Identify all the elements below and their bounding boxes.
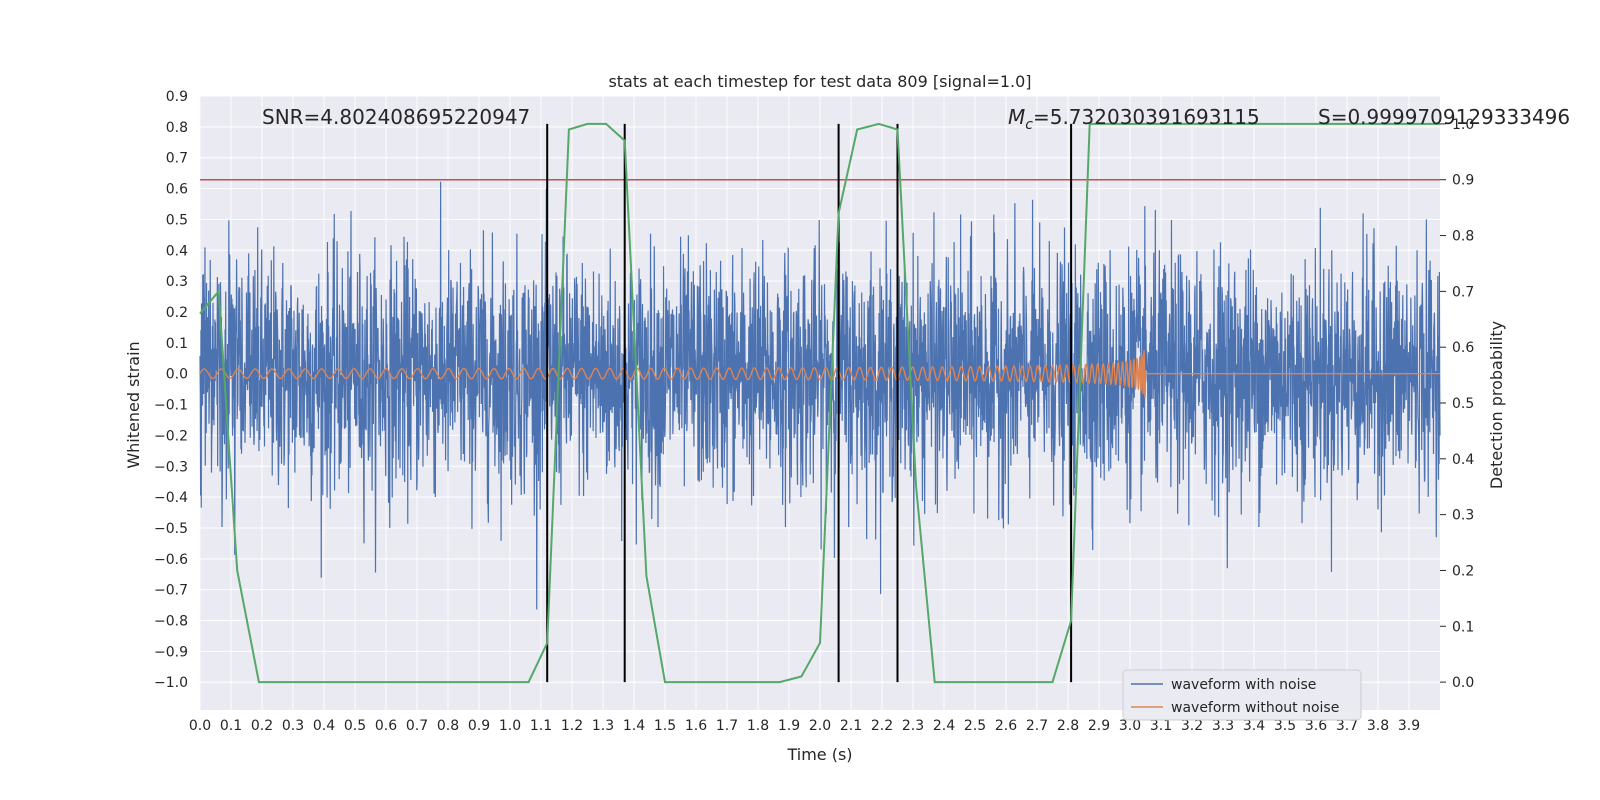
x-tick-label: 2.0 <box>809 718 831 734</box>
x-tick-label: 0.1 <box>220 718 242 734</box>
x-tick-label: 3.7 <box>1336 718 1358 734</box>
y-tick-label: 0.2 <box>166 305 188 321</box>
y-tick-label: −0.7 <box>154 583 188 599</box>
x-tick-label: 0.3 <box>282 718 304 734</box>
x-tick-label: 3.4 <box>1243 718 1265 734</box>
y2-tick-label: 0.6 <box>1452 340 1474 356</box>
y2-tick-label: 0.0 <box>1452 675 1474 691</box>
legend-label-noise: waveform with noise <box>1171 677 1316 693</box>
y-tick-label: −0.3 <box>154 459 188 475</box>
x-tick-label: 1.5 <box>654 718 676 734</box>
chart-title: stats at each timestep for test data 809… <box>608 72 1031 91</box>
legend: waveform with noise waveform without noi… <box>1122 669 1362 721</box>
y2-tick-label: 0.5 <box>1452 396 1474 412</box>
x-tick-label: 3.6 <box>1305 718 1327 734</box>
x-tick-label: 2.7 <box>1026 718 1048 734</box>
y2-tick-label: 0.2 <box>1452 563 1474 579</box>
x-tick-label: 2.1 <box>840 718 862 734</box>
x-tick-label: 0.6 <box>375 718 397 734</box>
x-tick-label: 2.4 <box>933 718 955 734</box>
y-tick-label: 0.7 <box>166 151 188 167</box>
x-tick-label: 2.2 <box>871 718 893 734</box>
x-tick-label: 2.8 <box>1057 718 1079 734</box>
y2-axis-label: Detection probability <box>1487 321 1506 489</box>
chirp-mass-annotation: Mc=5.732030391693115 <box>1008 105 1260 133</box>
x-axis-ticks: 0.0 0.1 0.2 0.3 0.4 0.5 0.6 0.7 0.8 0.9 1.0 1.1 1.2 1… <box>189 718 1420 734</box>
x-tick-label: 2.6 <box>995 718 1017 734</box>
x-tick-label: 3.8 <box>1367 718 1389 734</box>
x-tick-label: 0.0 <box>189 718 211 734</box>
y2-tick-label: 1.0 <box>1452 117 1474 133</box>
y-tick-label: −0.9 <box>154 644 188 660</box>
snr-annotation: SNR=4.802408695220947 <box>262 105 530 129</box>
chirp-mass-value: =5.732030391693115 <box>1033 105 1260 129</box>
y2-tick-label: 0.3 <box>1452 508 1474 524</box>
noise-waveform-line <box>199 181 1441 610</box>
y-tick-label: −0.4 <box>154 490 188 506</box>
x-tick-label: 0.8 <box>437 718 459 734</box>
x-tick-label: 0.2 <box>251 718 273 734</box>
y-tick-label: −0.2 <box>154 428 188 444</box>
y2-axis-ticks: 0.0 0.1 0.2 0.3 0.4 0.5 0.6 0.7 0.8 0.9 1.0 <box>1440 117 1474 691</box>
y-tick-label: 0.0 <box>166 367 188 383</box>
y-tick-label: −0.8 <box>154 614 188 630</box>
y-tick-label: −0.1 <box>154 398 188 414</box>
statistic-annotation: S=0.9999709129333496 <box>1318 105 1570 129</box>
y2-tick-label: 0.4 <box>1452 452 1474 468</box>
x-tick-label: 1.7 <box>716 718 738 734</box>
x-tick-label: 3.1 <box>1150 718 1172 734</box>
x-tick-label: 2.5 <box>964 718 986 734</box>
x-tick-label: 3.2 <box>1181 718 1203 734</box>
y-tick-label: −0.6 <box>154 552 188 568</box>
y2-tick-label: 0.7 <box>1452 284 1474 300</box>
y-tick-label: 0.3 <box>166 274 188 290</box>
x-tick-label: 0.9 <box>468 718 490 734</box>
y2-tick-label: 0.9 <box>1452 173 1474 189</box>
x-tick-label: 3.9 <box>1398 718 1420 734</box>
x-tick-label: 0.5 <box>344 718 366 734</box>
x-axis-label: Time (s) <box>786 745 852 764</box>
chirp-waveform-line <box>199 350 1440 399</box>
chirp-mass-subscript: c <box>1025 117 1033 133</box>
x-tick-label: 1.4 <box>623 718 645 734</box>
x-tick-label: 0.7 <box>406 718 428 734</box>
chirp-mass-symbol: M <box>1008 105 1025 129</box>
y-tick-label: 0.6 <box>166 182 188 198</box>
x-tick-label: 1.2 <box>561 718 583 734</box>
x-tick-label: 0.4 <box>313 718 335 734</box>
y-axis-label: Whitened strain <box>124 341 143 468</box>
y-tick-label: 0.5 <box>166 212 188 228</box>
x-tick-label: 1.9 <box>778 718 800 734</box>
x-tick-label: 1.8 <box>747 718 769 734</box>
y2-tick-label: 0.1 <box>1452 619 1474 635</box>
y-tick-label: 0.1 <box>166 336 188 352</box>
series-waveform-with-noise <box>199 181 1441 610</box>
x-tick-label: 3.0 <box>1119 718 1141 734</box>
y-tick-label: −1.0 <box>154 675 188 691</box>
legend-box <box>1122 669 1362 721</box>
x-tick-label: 1.1 <box>530 718 552 734</box>
y-tick-label: 0.8 <box>166 120 188 136</box>
legend-label-chirp: waveform without noise <box>1171 700 1339 716</box>
x-tick-label: 1.0 <box>499 718 521 734</box>
series-detection-probability <box>199 122 1440 684</box>
x-tick-label: 1.6 <box>685 718 707 734</box>
x-tick-label: 2.3 <box>902 718 924 734</box>
y2-tick-label: 0.8 <box>1452 229 1474 245</box>
x-tick-label: 1.3 <box>592 718 614 734</box>
y-tick-label: 0.4 <box>166 243 188 259</box>
y-tick-label: 0.9 <box>166 89 188 105</box>
x-tick-label: 2.9 <box>1088 718 1110 734</box>
detection-probability-line <box>199 122 1440 684</box>
y-tick-label: −0.5 <box>154 521 188 537</box>
x-tick-label: 3.3 <box>1212 718 1234 734</box>
series-waveform-without-noise <box>199 350 1440 399</box>
x-tick-label: 3.5 <box>1274 718 1296 734</box>
y-axis-ticks: 0.9 0.8 0.7 0.6 0.5 0.4 0.3 0.2 0.1 0.0 −0.1 −0.2 −0… <box>154 89 188 691</box>
